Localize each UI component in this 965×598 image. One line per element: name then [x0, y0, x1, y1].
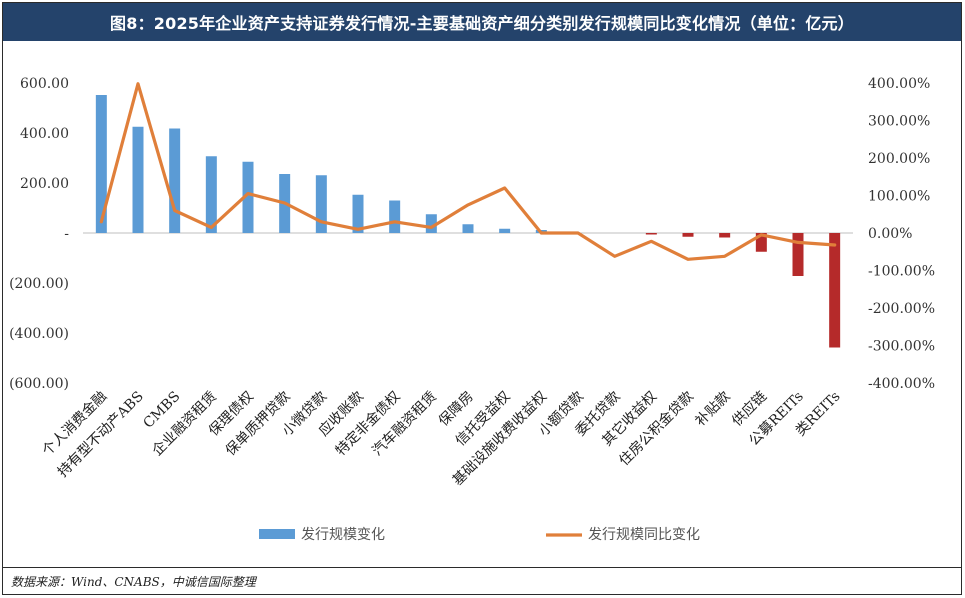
- line-point: [320, 220, 323, 223]
- right-tick-label: 200.00%: [868, 151, 930, 167]
- bar: [169, 128, 181, 233]
- line-point: [136, 82, 140, 85]
- chart-canvas: 600.00 400.00 200.00 - (200.00) (400.00) (600.…: [9, 76, 935, 543]
- left-tick-label: (200.00): [9, 276, 69, 292]
- category-label: 补贴款: [692, 389, 733, 430]
- left-tick-label: 400.00: [20, 126, 69, 142]
- line-point: [540, 231, 543, 235]
- line-point: [760, 233, 763, 237]
- line-point: [283, 201, 286, 205]
- legend: 发行规模变化 发行规模同比变化: [259, 527, 700, 543]
- left-axis: 600.00 400.00 200.00 - (200.00) (400.00) (600.…: [9, 76, 69, 392]
- bar: [242, 161, 254, 233]
- legend-line-label: 发行规模同比变化: [588, 527, 700, 543]
- line-point: [503, 186, 506, 190]
- line-point: [833, 243, 836, 247]
- bar: [205, 156, 217, 233]
- bar: [792, 233, 804, 276]
- bar: [829, 233, 841, 348]
- chart-title: 图8：2025年企业资产支持证券发行情况-主要基础资产细分类别发行规模同比变化情…: [3, 3, 961, 41]
- right-tick-label: -100.00%: [868, 264, 935, 280]
- right-axis: 400.00% 300.00% 200.00% 100.00% 0.00% -100.00…: [868, 76, 935, 392]
- right-tick-label: 100.00%: [868, 189, 930, 205]
- right-tick-label: 300.00%: [868, 114, 930, 130]
- right-tick-label: -200.00%: [868, 301, 935, 317]
- line-point: [686, 258, 690, 261]
- left-tick-label: -: [64, 226, 69, 242]
- left-tick-label: 200.00: [20, 176, 69, 192]
- bar: [499, 228, 511, 233]
- bar: [719, 233, 731, 238]
- line-point: [246, 192, 250, 195]
- line-point: [723, 255, 726, 258]
- right-tick-label: 400.00%: [868, 76, 930, 92]
- left-tick-label: 600.00: [20, 76, 69, 92]
- bar: [352, 194, 364, 233]
- bar: [95, 95, 107, 233]
- left-tick-label: (600.00): [9, 376, 69, 392]
- legend-bar-label: 发行规模变化: [301, 527, 385, 543]
- right-tick-label: -400.00%: [868, 376, 935, 392]
- legend-bar-swatch: [259, 529, 295, 539]
- line-point: [173, 209, 176, 212]
- line-point: [466, 203, 470, 207]
- bar: [645, 233, 657, 235]
- line-point: [430, 226, 433, 229]
- bar-series: [95, 95, 841, 348]
- category-axis: 个人消费金融持有型不动产ABSCMBS企业融资租赁保理债权保单质押贷款小微贷款应…: [39, 388, 843, 489]
- bar: [755, 233, 767, 252]
- right-tick-label: -300.00%: [868, 339, 935, 355]
- bar: [462, 224, 474, 233]
- line-point: [100, 220, 103, 223]
- bar: [389, 200, 401, 233]
- line-point: [210, 226, 213, 229]
- bar: [132, 126, 144, 233]
- line-point: [576, 231, 580, 235]
- line-point: [356, 228, 360, 231]
- bar: [425, 214, 437, 233]
- source-note: 数据来源：Wind、CNABS，中诚信国际整理: [11, 575, 256, 589]
- right-tick-label: 0.00%: [868, 226, 912, 242]
- line-point: [613, 255, 616, 258]
- left-tick-label: (400.00): [9, 326, 69, 342]
- line-point: [796, 241, 800, 244]
- source-divider: [3, 567, 961, 568]
- line-series: [99, 82, 837, 261]
- bar: [682, 233, 694, 237]
- line-point: [393, 220, 396, 223]
- bar: [315, 175, 327, 233]
- line-point: [650, 240, 653, 243]
